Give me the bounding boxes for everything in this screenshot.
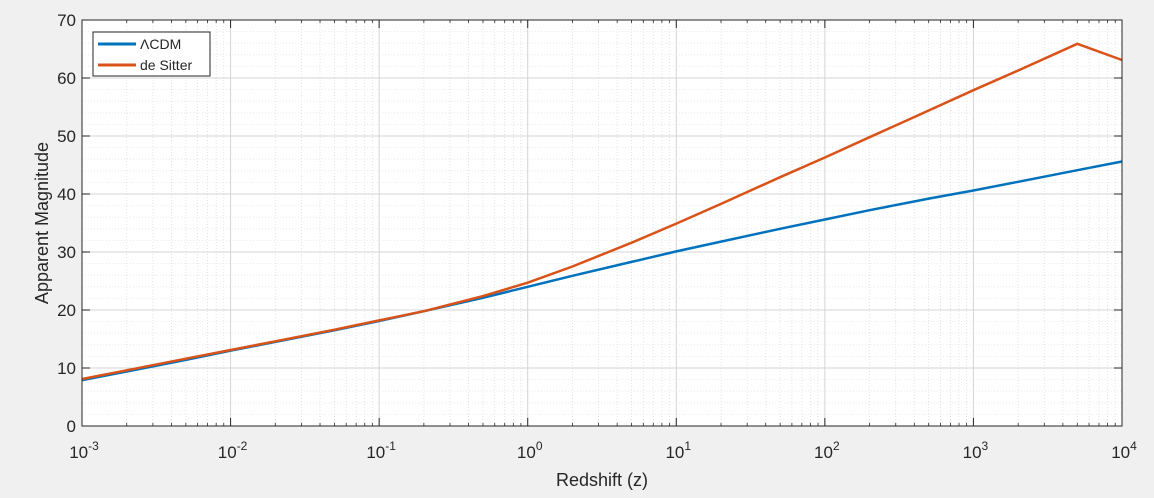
x-tick-label: 100 [517, 439, 543, 462]
y-tick-label: 70 [57, 11, 76, 30]
legend-box [92, 31, 211, 77]
y-tick-label: 40 [57, 185, 76, 204]
axis-ticks [81, 19, 1123, 427]
legend-label-de-sitter: de Sitter [140, 57, 192, 73]
x-tick-label: 102 [814, 439, 840, 462]
x-tick-labels: 10-3 10-2 10-1 100 101 102 103 104 [69, 439, 1137, 462]
plot-frame [81, 19, 1123, 427]
plot-area [82, 20, 1122, 426]
y-tick-label: 50 [57, 127, 76, 146]
x-tick-label: 103 [963, 439, 989, 462]
x-tick-label: 101 [665, 439, 691, 462]
minor-grid [82, 20, 1122, 426]
y-tick-label: 10 [57, 359, 76, 378]
legend-label-lcdm: ΛCDM [140, 36, 181, 52]
x-axis-label: Redshift (z) [556, 470, 648, 490]
x-tick-label: 10-3 [69, 439, 99, 462]
series-line-de-sitter [81, 42, 1123, 381]
y-tick-label: 0 [67, 417, 76, 436]
x-tick-label: 10-2 [218, 439, 248, 462]
y-tick-label: 20 [57, 301, 76, 320]
y-tick-labels: 0 10 20 30 40 50 60 70 [57, 11, 76, 436]
y-axis-label: Apparent Magnitude [32, 142, 52, 304]
y-tick-label: 60 [57, 69, 76, 88]
legend: ΛCDM de Sitter [92, 31, 211, 77]
series-layer [81, 42, 1123, 382]
x-tick-label: 104 [1111, 439, 1137, 462]
x-tick-label: 10-1 [366, 439, 396, 462]
y-tick-label: 30 [57, 243, 76, 262]
